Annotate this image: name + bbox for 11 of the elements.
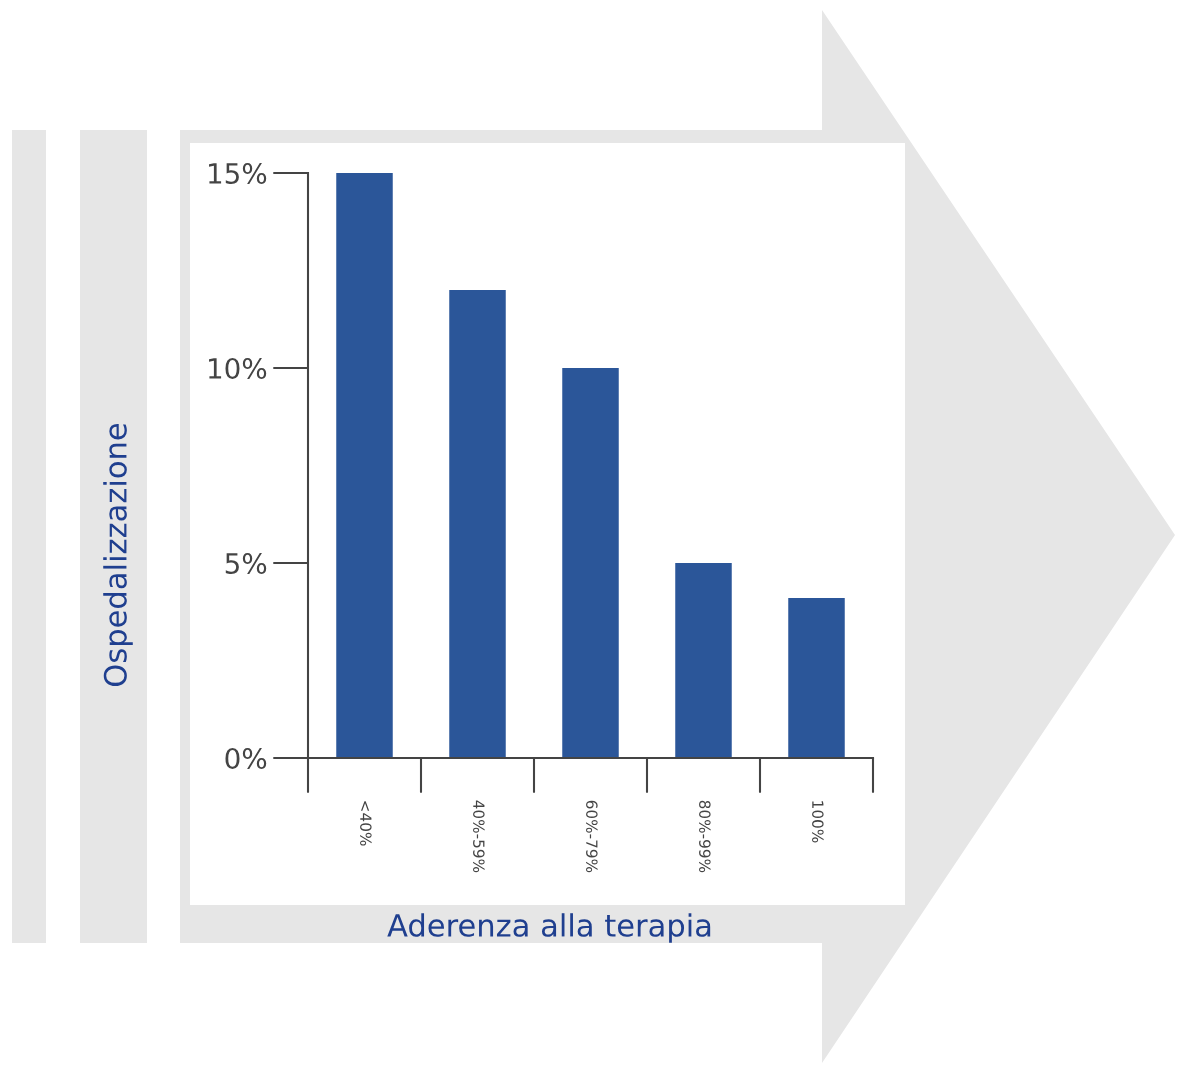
x-axis-title: Aderenza alla terapia: [387, 913, 711, 943]
y-tick-label: 0%: [225, 747, 267, 769]
y-tick-label: 10%: [209, 357, 267, 379]
x-tick-label: 100%: [812, 801, 824, 843]
y-tick-label: 5%: [225, 552, 267, 574]
x-tick-label: 80%-99%: [699, 800, 711, 873]
x-tick-label: 60%-79%: [586, 800, 598, 873]
x-tick-label: <40%: [360, 801, 372, 846]
y-tick-label: 15%: [209, 162, 267, 184]
y-axis-title: Ospedalizzazione: [103, 423, 133, 687]
x-tick-label: 40%-59%: [473, 800, 485, 873]
